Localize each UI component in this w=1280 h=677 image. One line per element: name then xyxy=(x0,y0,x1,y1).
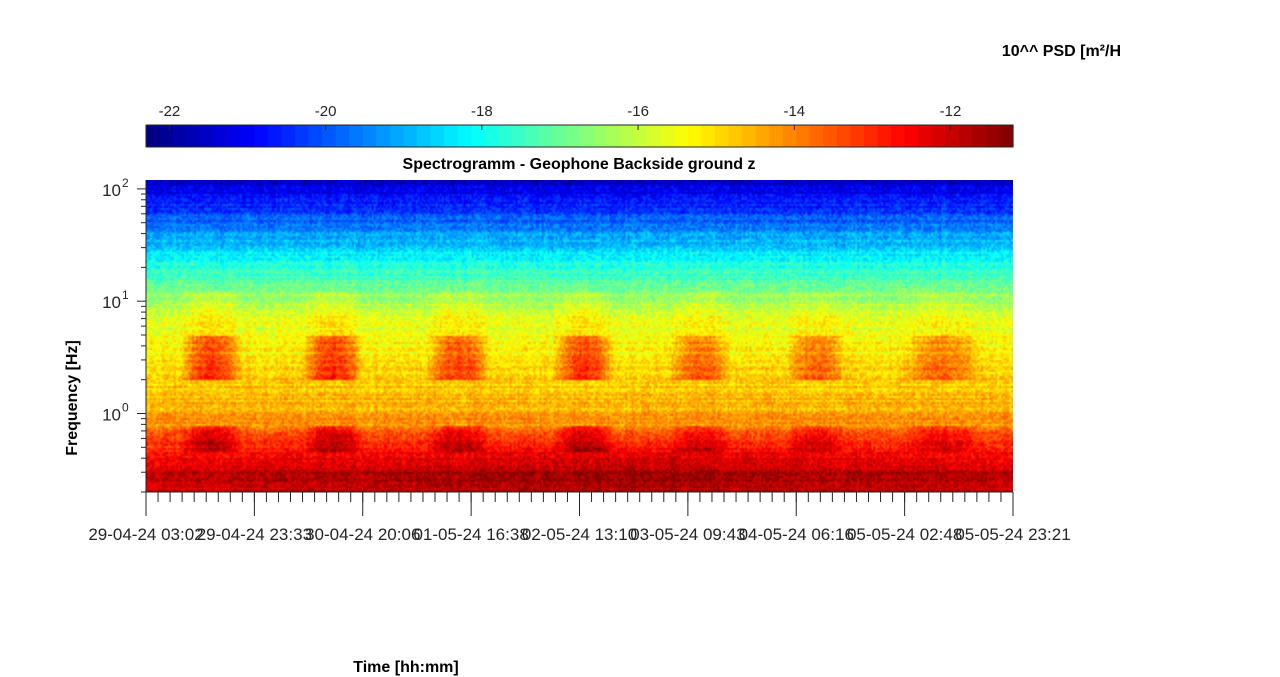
plot-area xyxy=(146,180,1013,492)
colorbar-cell xyxy=(972,125,987,147)
colorbar-cell xyxy=(904,125,919,147)
colorbar-cell xyxy=(755,125,770,147)
colorbar-cell xyxy=(213,125,228,147)
colorbar-cell xyxy=(958,125,973,147)
colorbar-cell xyxy=(403,125,418,147)
colorbar-cell xyxy=(254,125,269,147)
y-tick-label-exponent: 2 xyxy=(122,176,129,190)
colorbar-cell xyxy=(647,125,662,147)
colorbar-cell xyxy=(416,125,432,147)
colorbar-cell xyxy=(471,125,486,147)
colorbar-cell xyxy=(742,125,757,147)
spectrogram-image xyxy=(146,180,1013,492)
colorbar-cell xyxy=(796,125,811,147)
x-tick-label: 03-05-24 09:43 xyxy=(630,525,745,544)
x-tick-label: 29-04-24 23:33 xyxy=(197,525,312,544)
colorbar-cell xyxy=(606,125,621,147)
colorbar-frame xyxy=(145,124,1014,148)
y-tick-label-exponent: 1 xyxy=(122,288,129,302)
x-tick-label: 05-05-24 02:48 xyxy=(847,525,962,544)
colorbar-cell xyxy=(850,125,865,147)
chart-title: Spectrogramm - Geophone Backside ground … xyxy=(403,156,756,173)
colorbar-cell xyxy=(836,125,852,147)
y-tick-label: 10 1 xyxy=(102,288,129,312)
y-tick-label-base: 10 xyxy=(102,406,121,425)
colorbar-cell xyxy=(200,125,215,147)
colorbar-cell xyxy=(687,125,703,147)
colorbar-cell xyxy=(389,125,404,147)
y-tick-label-base: 10 xyxy=(102,293,121,312)
colorbar-cell xyxy=(159,125,174,147)
colorbar-cell xyxy=(552,125,567,147)
colorbar-cell xyxy=(633,125,648,147)
y-tick-label: 10 0 xyxy=(102,401,129,425)
colorbar-cell xyxy=(877,125,892,147)
colorbar-cell xyxy=(240,125,255,147)
colorbar-cell xyxy=(146,125,161,147)
colorbar-cell xyxy=(674,125,689,147)
colorbar-cell xyxy=(173,125,188,147)
colorbar-cell xyxy=(281,125,296,147)
colorbar-cell xyxy=(484,125,499,147)
colorbar-tick-label: -14 xyxy=(783,103,805,120)
x-axis-label: Time [hh:mm] xyxy=(353,659,458,676)
colorbar-cell xyxy=(701,125,716,147)
colorbar-cell xyxy=(227,125,242,147)
colorbar-cell xyxy=(322,125,337,147)
colorbar-cell xyxy=(620,125,635,147)
colorbar-cell xyxy=(376,125,391,147)
colorbar-cell xyxy=(918,125,933,147)
colorbar-cell xyxy=(863,125,879,147)
colorbar-cell xyxy=(498,125,513,147)
colorbar-cell xyxy=(593,125,608,147)
colorbar-cell xyxy=(769,125,784,147)
colorbar-tick-label: -20 xyxy=(315,103,337,120)
colorbar-cell xyxy=(999,125,1014,147)
colorbar-tick-label: -22 xyxy=(159,103,181,120)
colorbar-cell xyxy=(565,125,581,147)
colorbar-cell xyxy=(823,125,838,147)
colorbar-cell xyxy=(308,125,323,147)
colorbar-cell xyxy=(362,125,377,147)
colorbar: -22 -20 -18 -16 -14 -12 xyxy=(145,103,1014,148)
colorbar-cell xyxy=(579,125,594,147)
colorbar-cell xyxy=(267,125,283,147)
colorbar-cell xyxy=(335,125,350,147)
colorbar-cell xyxy=(945,125,960,147)
colorbar-cell xyxy=(349,125,364,147)
colorbar-cell xyxy=(444,125,459,147)
colorbar-cell xyxy=(985,125,1001,147)
colorbar-cell xyxy=(538,125,554,147)
colorbar-cell xyxy=(511,125,526,147)
colorbar-cell xyxy=(660,125,675,147)
colorbar-cell xyxy=(891,125,906,147)
colorbar-cell xyxy=(809,125,824,147)
colorbar-cell xyxy=(430,125,445,147)
colorbar-tick-label: -18 xyxy=(471,103,493,120)
colorbar-tick-label: -16 xyxy=(627,103,649,120)
y-tick-label-base: 10 xyxy=(102,181,121,200)
y-axis-label: Frequency [Hz] xyxy=(64,340,81,456)
x-tick-label: 05-05-24 23:21 xyxy=(955,525,1070,544)
colorbar-cell xyxy=(782,125,797,147)
y-tick-label-exponent: 0 xyxy=(122,401,129,415)
colorbar-cell xyxy=(457,125,472,147)
colorbar-cell xyxy=(186,125,201,147)
x-tick-label: 30-04-24 20:06 xyxy=(305,525,420,544)
x-tick-label: 04-05-24 06:16 xyxy=(739,525,854,544)
colorbar-cell xyxy=(931,125,946,147)
x-tick-label: 29-04-24 03:02 xyxy=(88,525,203,544)
colorbar-cell xyxy=(295,125,310,147)
x-tick-label: 01-05-24 16:38 xyxy=(413,525,528,544)
colorbar-title: 10^^ PSD [m²/H xyxy=(1002,43,1121,60)
colorbar-cell xyxy=(525,125,540,147)
colorbar-cell xyxy=(714,125,730,147)
colorbar-tick-label: -12 xyxy=(940,103,962,120)
colorbar-cell xyxy=(728,125,743,147)
x-tick-label: 02-05-24 13:10 xyxy=(522,525,637,544)
y-tick-label: 10 2 xyxy=(102,176,129,200)
